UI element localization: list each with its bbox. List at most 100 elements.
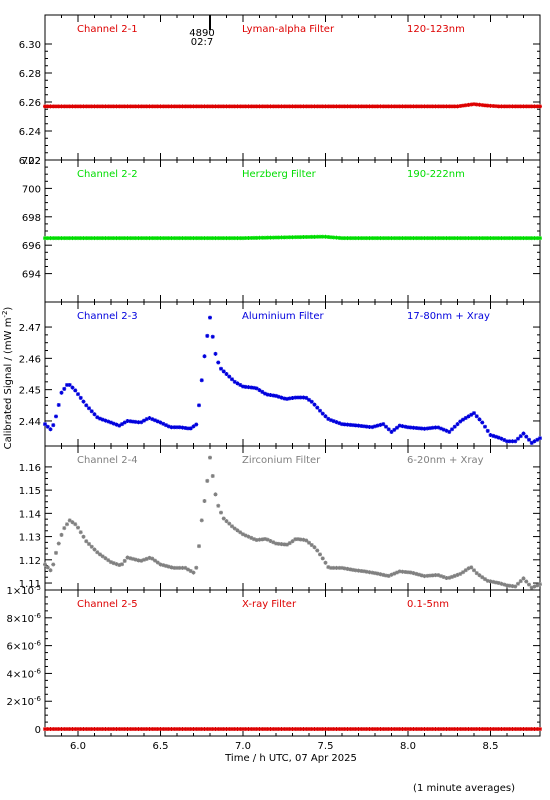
data-point bbox=[117, 104, 122, 109]
data-point bbox=[389, 236, 394, 241]
data-point bbox=[224, 236, 229, 241]
panel-channel-name: Channel 2-4 bbox=[77, 455, 138, 466]
data-point bbox=[81, 236, 86, 241]
data-point bbox=[323, 104, 328, 109]
data-point bbox=[298, 395, 303, 400]
data-point bbox=[290, 539, 295, 544]
data-point bbox=[219, 727, 223, 732]
data-point bbox=[230, 524, 234, 529]
data-point bbox=[92, 727, 97, 732]
data-point bbox=[249, 104, 254, 109]
data-point bbox=[496, 435, 501, 440]
data-point bbox=[329, 565, 333, 570]
data-point bbox=[301, 235, 306, 240]
data-point bbox=[527, 437, 531, 442]
data-point bbox=[169, 236, 174, 241]
data-point bbox=[65, 104, 69, 109]
data-point bbox=[430, 573, 435, 578]
data-point bbox=[359, 727, 364, 732]
data-point bbox=[227, 236, 232, 241]
panel-channel-name: Channel 2-5 bbox=[77, 599, 138, 610]
data-point bbox=[293, 395, 298, 400]
data-point bbox=[505, 583, 509, 588]
data-point bbox=[348, 104, 353, 109]
data-point bbox=[491, 433, 496, 438]
data-point bbox=[518, 727, 523, 732]
data-point bbox=[320, 234, 325, 239]
data-point bbox=[106, 558, 111, 563]
data-point bbox=[334, 565, 339, 570]
data-point bbox=[136, 420, 141, 425]
data-point bbox=[125, 236, 130, 241]
data-point bbox=[56, 402, 61, 407]
data-point bbox=[389, 572, 394, 577]
data-point bbox=[111, 236, 116, 241]
data-point bbox=[450, 104, 454, 109]
data-point bbox=[150, 104, 155, 109]
panel-4: 1.11 1.12 1.13 1.14 1.15 1.16 Channel 2-4 Zirco… bbox=[19, 445, 542, 591]
data-point bbox=[304, 727, 309, 732]
data-point bbox=[469, 236, 474, 241]
data-point bbox=[92, 547, 97, 552]
data-point bbox=[175, 104, 179, 109]
data-point bbox=[150, 556, 155, 561]
data-point bbox=[142, 104, 146, 109]
data-point bbox=[502, 727, 507, 732]
chart-panels: 6.22 6.24 6.26 6.28 6.30 Channel 2-1 Lyman-alp… bbox=[7, 14, 542, 752]
data-point bbox=[271, 727, 276, 732]
data-point bbox=[392, 104, 397, 109]
data-point bbox=[282, 396, 287, 401]
data-point bbox=[62, 236, 67, 241]
data-point bbox=[356, 104, 361, 109]
data-point bbox=[334, 235, 339, 240]
data-point bbox=[301, 727, 306, 732]
data-point bbox=[309, 234, 314, 239]
data-point bbox=[89, 104, 94, 109]
data-point bbox=[103, 236, 108, 241]
data-point bbox=[232, 727, 237, 732]
data-point bbox=[221, 104, 226, 109]
y-axis-label-close: ) bbox=[3, 307, 14, 311]
data-point bbox=[535, 437, 540, 442]
y-axis-label-sup: -2 bbox=[1, 311, 9, 318]
data-point bbox=[298, 537, 303, 542]
data-point bbox=[494, 236, 498, 241]
data-point bbox=[268, 538, 273, 543]
data-point bbox=[351, 423, 355, 428]
data-point bbox=[362, 236, 366, 241]
data-point bbox=[276, 541, 281, 546]
data-point bbox=[524, 434, 529, 439]
panel-frame bbox=[44, 159, 541, 303]
data-point bbox=[120, 562, 124, 567]
data-point bbox=[54, 414, 58, 419]
data-point bbox=[287, 104, 292, 109]
data-point bbox=[213, 351, 218, 356]
data-point bbox=[452, 727, 457, 732]
data-point bbox=[483, 236, 487, 241]
data-point bbox=[439, 104, 443, 109]
y-tick-label-text: 8×10 bbox=[7, 614, 34, 625]
data-point bbox=[499, 236, 504, 241]
data-point bbox=[84, 104, 89, 109]
data-point bbox=[527, 236, 531, 241]
data-point bbox=[433, 727, 438, 732]
data-point bbox=[296, 727, 300, 732]
data-point bbox=[175, 727, 179, 732]
data-point bbox=[419, 573, 424, 578]
data-point bbox=[320, 556, 325, 561]
data-point bbox=[532, 727, 537, 732]
data-point bbox=[290, 104, 295, 109]
data-point bbox=[433, 573, 438, 578]
x-tick-label: 6.5 bbox=[153, 741, 169, 752]
data-point bbox=[199, 104, 204, 109]
y-tick-label: 6.28 bbox=[19, 69, 41, 80]
data-point bbox=[254, 386, 259, 391]
data-point bbox=[51, 104, 56, 109]
panel-frame bbox=[44, 589, 541, 737]
series-5 bbox=[43, 727, 542, 732]
data-point bbox=[155, 560, 160, 565]
data-point bbox=[345, 727, 350, 732]
data-point bbox=[340, 727, 344, 732]
data-point bbox=[150, 417, 155, 422]
data-point bbox=[158, 420, 163, 425]
